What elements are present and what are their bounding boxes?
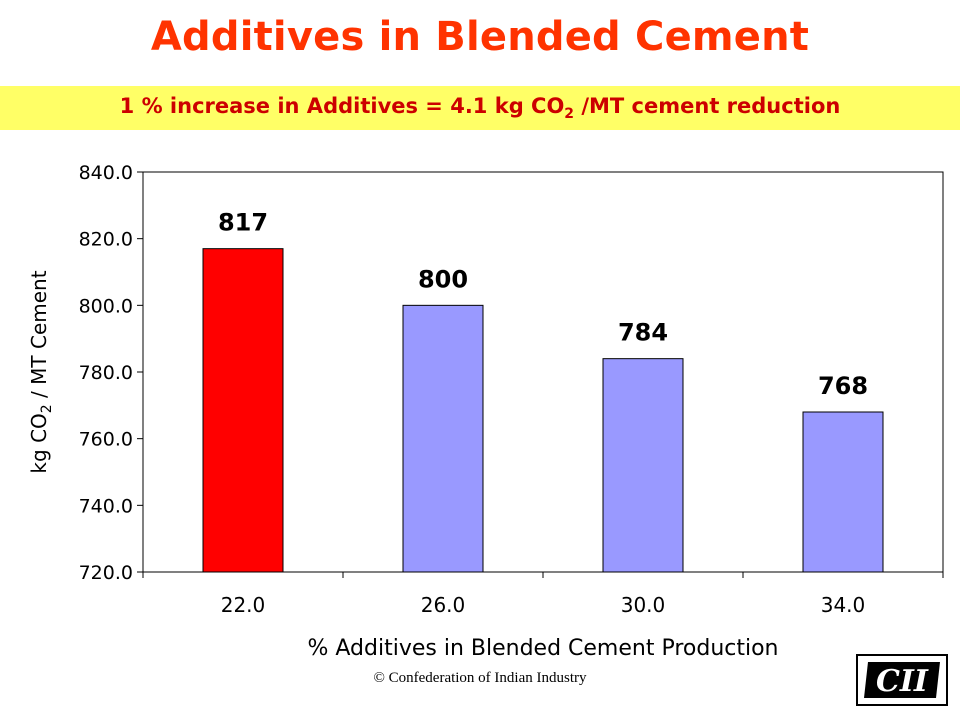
bar-22.0: [202, 248, 284, 573]
bar-26.0: [402, 304, 484, 573]
x-axis-label: % Additives in Blended Cement Production: [307, 636, 778, 661]
data-label: 768: [818, 372, 868, 400]
bar-series: [202, 248, 884, 573]
y-axis-label-main: kg CO: [27, 413, 51, 473]
y-tick-label: 840.0: [79, 162, 133, 184]
x-tick-label: 30.0: [621, 593, 666, 617]
summary-banner: 1 % increase in Additives = 4.1 kg CO2 /…: [0, 86, 960, 130]
cii-logo: CII: [856, 654, 948, 706]
y-axis-label: kg CO2 / MT Cement: [27, 270, 55, 473]
cii-logo-text: CII: [876, 664, 929, 699]
data-label: 800: [418, 265, 468, 293]
summary-text: 1 % increase in Additives = 4.1 kg CO2 /…: [120, 94, 841, 122]
data-label: 817: [218, 209, 268, 237]
bar-34.0: [802, 411, 884, 573]
y-axis: 720.0 740.0 760.0 780.0 800.0 820.0 840.0: [79, 162, 143, 584]
bar-30.0: [602, 358, 684, 573]
x-tick-label: 26.0: [421, 593, 466, 617]
y-tick-label: 740.0: [79, 495, 133, 517]
x-tick-label: 22.0: [221, 593, 266, 617]
summary-text-subscript: 2: [564, 106, 575, 123]
slide-title: Additives in Blended Cement: [150, 14, 810, 60]
x-axis: 22.0 26.0 30.0 34.0: [142, 572, 944, 617]
y-tick-label: 760.0: [79, 429, 133, 451]
y-tick-label: 720.0: [79, 562, 133, 584]
summary-text-tail: /MT cement reduction: [574, 93, 841, 118]
y-axis-label-tail: / MT Cement: [27, 270, 51, 404]
y-tick-label: 800.0: [79, 295, 133, 317]
x-tick-label: 34.0: [821, 593, 866, 617]
y-tick-label: 780.0: [79, 362, 133, 384]
data-label: 784: [618, 319, 668, 347]
data-labels: 817 800 784 768: [218, 209, 868, 400]
y-tick-label: 820.0: [79, 229, 133, 251]
y-axis-label-subscript: 2: [39, 404, 55, 413]
copyright-footer: © Confederation of Indian Industry: [373, 670, 587, 686]
summary-text-main: 1 % increase in Additives = 4.1 kg CO: [119, 93, 565, 118]
